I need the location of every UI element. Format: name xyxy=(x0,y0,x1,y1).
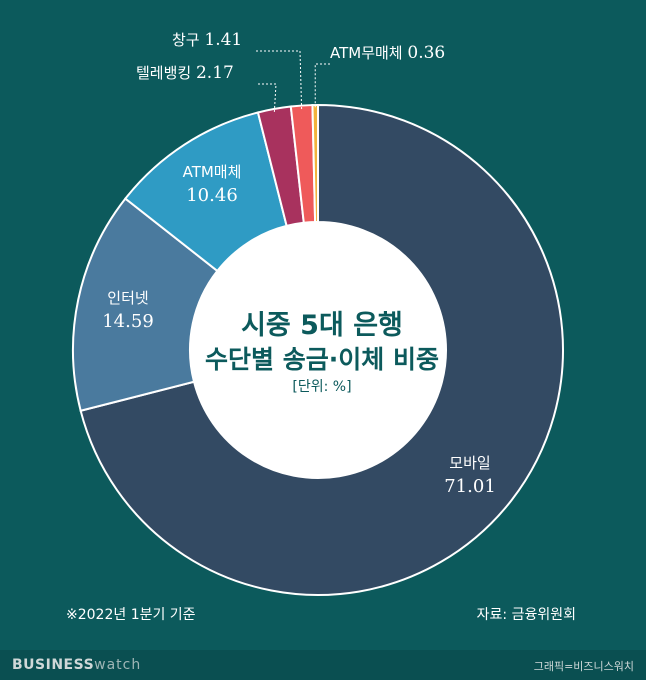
slice-value-1: 14.59 xyxy=(102,311,154,332)
leader-line-3 xyxy=(258,83,277,113)
slice-value-3: 2.17 xyxy=(196,63,234,83)
unit-label: [단위: %] xyxy=(292,379,351,395)
slice-value-4: 1.41 xyxy=(204,30,242,50)
slice-label-5: ATM무매체 0.36 xyxy=(330,43,445,63)
slice-label-1: 인터넷 xyxy=(107,289,148,307)
chart-subtitle: 수단별 송금·이체 비중 xyxy=(205,345,439,374)
donut-hole xyxy=(190,222,446,478)
chart-title: 시중 5대 은행 xyxy=(241,310,403,341)
footnote: ※2022년 1분기 기준 xyxy=(66,607,196,623)
graphic-credit: 그래픽=비즈니스워치 xyxy=(533,660,634,673)
source-note: 자료: 금융위원회 xyxy=(476,607,576,623)
leader-line-4 xyxy=(256,50,303,110)
brand-light: watch xyxy=(94,657,142,673)
slice-label-4: 창구 1.41 xyxy=(172,30,242,50)
slice-value-5: 0.36 xyxy=(407,43,445,63)
slice-label-2: ATM매체 xyxy=(183,163,242,181)
slice-value-2: 10.46 xyxy=(186,185,238,206)
slice-label-0: 모바일 xyxy=(449,454,490,472)
slice-value-0: 71.01 xyxy=(444,476,496,497)
leader-line-5 xyxy=(314,63,330,110)
slice-label-3: 텔레뱅킹 2.17 xyxy=(136,63,234,83)
brand-logo: BUSINESSwatch xyxy=(12,657,141,673)
footer-bar: BUSINESSwatch 그래픽=비즈니스워치 xyxy=(0,650,646,680)
donut-chart: 시중 5대 은행 수단별 송금·이체 비중 [단위: %] 모바일 71.01 인터… xyxy=(72,30,564,596)
brand-bold: BUSINESS xyxy=(12,657,95,673)
